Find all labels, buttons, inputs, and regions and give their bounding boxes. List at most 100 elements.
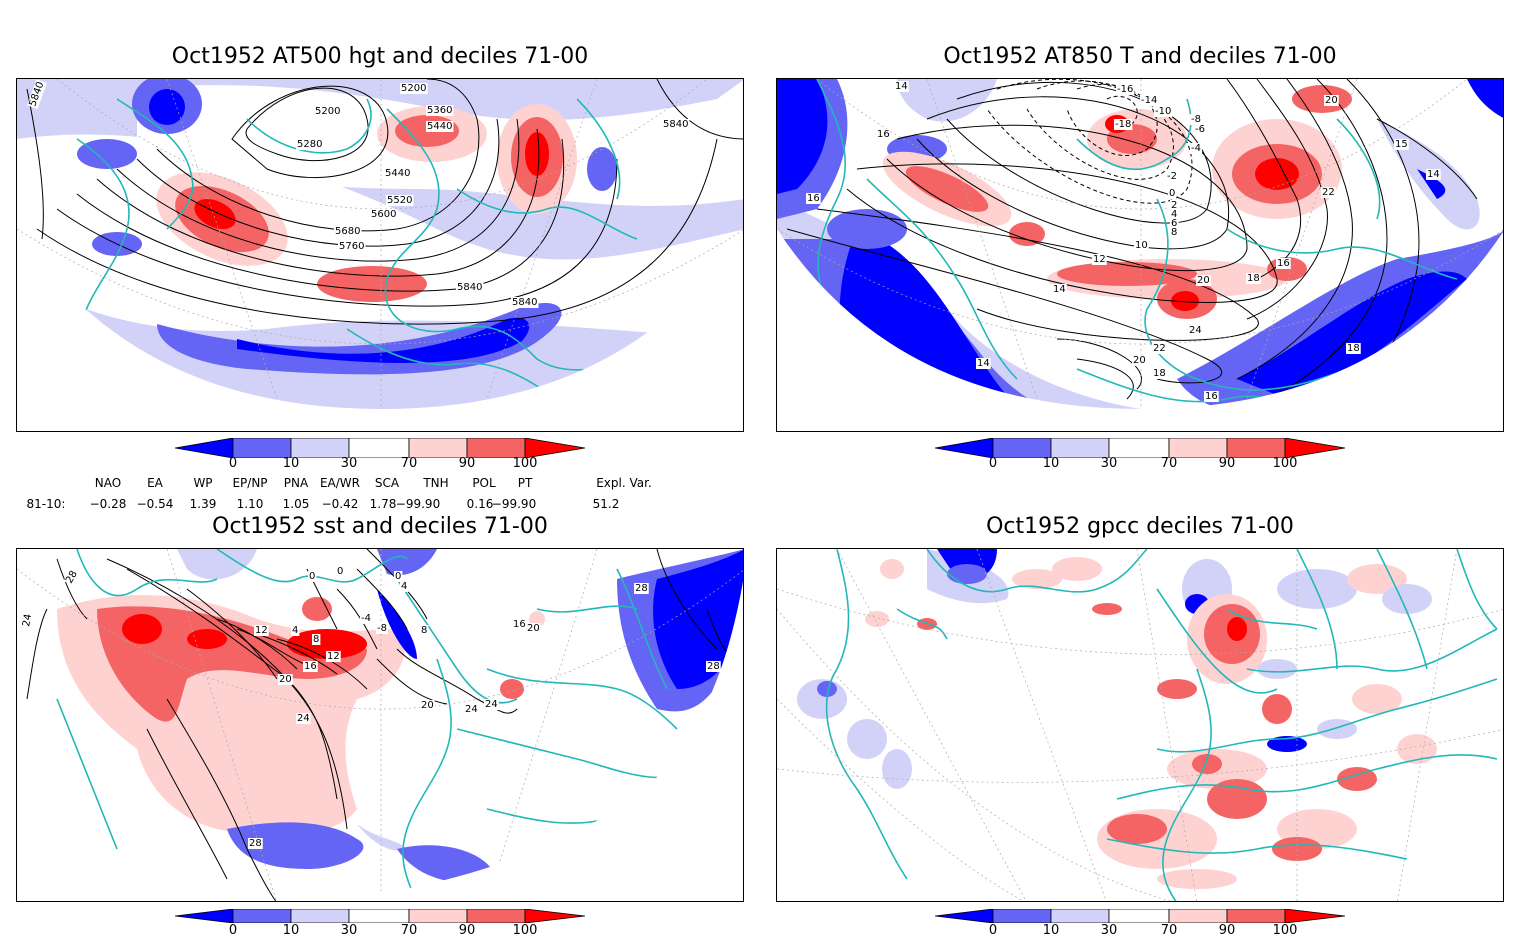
- colorbar-hgt500: 0 10 30 70 90 100: [174, 437, 586, 478]
- contour-label: 14: [1053, 284, 1066, 295]
- contour-label: 5440: [427, 121, 452, 132]
- contour-label: -6: [1195, 124, 1205, 135]
- contour-label: 8: [1171, 227, 1177, 238]
- contour-label: 22: [1153, 343, 1166, 354]
- colorbar-tick-label: 10: [282, 456, 300, 471]
- colorbar-tick-label: 90: [1218, 456, 1236, 471]
- contour-label: 24: [297, 713, 310, 724]
- contour-label: 0: [337, 566, 343, 577]
- contour-label: 5440: [385, 168, 410, 179]
- colorbar-gpcc: 0 10 30 70 90 100: [934, 908, 1346, 940]
- contour-label: 5840: [663, 119, 688, 130]
- index-header: POL: [472, 476, 496, 490]
- contour-label: 16: [1277, 258, 1290, 269]
- contour-label: 28: [707, 661, 720, 672]
- index-value: 1.78: [369, 497, 397, 511]
- contour-label: 14: [895, 81, 908, 92]
- indices-value-row: 81-10: −0.28 −0.54 1.39 1.10 1.05 −0.42 …: [0, 497, 760, 513]
- contour-label: 4: [292, 625, 298, 636]
- index-value: 1.39: [189, 497, 217, 511]
- colorbar-tick-label: 70: [400, 456, 418, 471]
- contour-label: 0: [309, 571, 315, 582]
- contour-label: 16: [877, 129, 890, 140]
- colorbar-tick-label: 100: [1272, 923, 1298, 938]
- contour-label: 6: [1171, 218, 1177, 229]
- panel-title-t850: Oct1952 AT850 T and deciles 71-00: [943, 44, 1337, 69]
- colorbar-tick-label: 70: [1160, 456, 1178, 471]
- colorbar-tick-label: 0: [988, 923, 998, 938]
- index-header: EA/WR: [319, 476, 361, 490]
- contour-label: 28: [635, 583, 648, 594]
- contour-label: 5200: [401, 83, 426, 94]
- contour-label: 12: [255, 625, 268, 636]
- contour-labels-t850: 14 -16 -14 -10 -8 -6 -18 -4 -2 0 2 4 6 8…: [806, 81, 1441, 402]
- contour-label: 4: [401, 581, 407, 592]
- index-value: −0.28: [89, 497, 127, 511]
- contour-label: 5600: [371, 209, 396, 220]
- map-t850: 14 -16 -14 -10 -8 -6 -18 -4 -2 0 2 4 6 8…: [776, 78, 1504, 432]
- contour-labels-sst: 28 24 0 0 0 4 4 8 12 12 16 20 20 24 24 2…: [20, 566, 721, 849]
- contour-label: -2: [1167, 171, 1177, 182]
- colorbar-tick-label: 30: [1100, 923, 1118, 938]
- contour-label: 15: [1395, 139, 1408, 150]
- colorbar-tick-label: 30: [1100, 456, 1118, 471]
- index-value: 1.10: [236, 497, 264, 511]
- panel-title-sst: Oct1952 sst and deciles 71-00: [212, 514, 548, 539]
- contour-label: -16: [1117, 84, 1133, 95]
- contour-label: 5200: [315, 106, 340, 117]
- contour-label: 10: [1135, 240, 1148, 251]
- contour-label: -18: [1115, 119, 1131, 130]
- colorbar-tick-label: 0: [228, 456, 238, 471]
- index-value: −0.42: [321, 497, 359, 511]
- colorbar-tick-label: 90: [458, 456, 476, 471]
- contour-label: 12: [327, 651, 340, 662]
- contour-label: 20: [1197, 275, 1210, 286]
- contour-label: 5520: [387, 195, 412, 206]
- contour-label: 0: [1169, 188, 1175, 199]
- contour-label: 24: [485, 699, 498, 710]
- colorbar-tick-label: 0: [988, 456, 998, 471]
- index-header: TNH: [423, 476, 449, 490]
- index-row-label: 81-10:: [26, 497, 66, 511]
- index-header: WP: [193, 476, 213, 490]
- contour-label: 0: [395, 571, 401, 582]
- index-value: −99.90: [395, 497, 441, 511]
- contour-label: 16: [1205, 391, 1218, 402]
- colorbar-tick-label: 30: [340, 923, 358, 938]
- index-header: PNA: [283, 476, 309, 490]
- contour-label: 24: [465, 704, 478, 715]
- contour-label: -8: [377, 623, 387, 634]
- panel-title-hgt500: Oct1952 AT500 hgt and deciles 71-00: [171, 44, 589, 69]
- contour-label: 20: [1325, 95, 1338, 106]
- contour-label: 8: [421, 625, 427, 636]
- colorbar-tick-label: 90: [1218, 923, 1236, 938]
- map-hgt500: 5840 5200 5200 5360 5440 5280 5440 5520 …: [16, 78, 744, 432]
- contour-label: 5360: [427, 105, 452, 116]
- colorbar-tick-label: 10: [282, 923, 300, 938]
- map-gpcc: [776, 548, 1504, 902]
- contour-label: 24: [21, 613, 34, 627]
- contour-label: 16: [807, 193, 820, 204]
- colorbar-sst: 0 10 30 70 90 100: [174, 908, 586, 940]
- contour-label: -10: [1155, 106, 1171, 117]
- colorbar-tick-label: 70: [1160, 923, 1178, 938]
- contour-label: 18: [1347, 343, 1360, 354]
- contour-label: 5840: [457, 282, 482, 293]
- contour-label: 5760: [339, 241, 364, 252]
- contour-label: 20: [421, 700, 434, 711]
- contour-label: 28: [249, 838, 262, 849]
- index-header: NAO: [94, 476, 122, 490]
- colorbar-tick-label: 10: [1042, 923, 1060, 938]
- contour-label: 5680: [335, 226, 360, 237]
- indices-header-row: NAO EA WP EP/NP PNA EA/WR SCA TNH POL PT…: [0, 476, 760, 492]
- contour-label: 14: [1427, 169, 1440, 180]
- colorbar-tick-label: 100: [512, 923, 538, 938]
- contour-label: -14: [1141, 95, 1157, 106]
- contour-label: -4: [1191, 143, 1201, 154]
- colorbar-tick-label: 100: [1272, 456, 1298, 471]
- colorbar-tick-label: 90: [458, 923, 476, 938]
- contour-label: 16: [304, 661, 317, 672]
- index-header: PT: [517, 476, 533, 490]
- contour-label: 16: [513, 619, 526, 630]
- contour-label: 4: [1171, 209, 1177, 220]
